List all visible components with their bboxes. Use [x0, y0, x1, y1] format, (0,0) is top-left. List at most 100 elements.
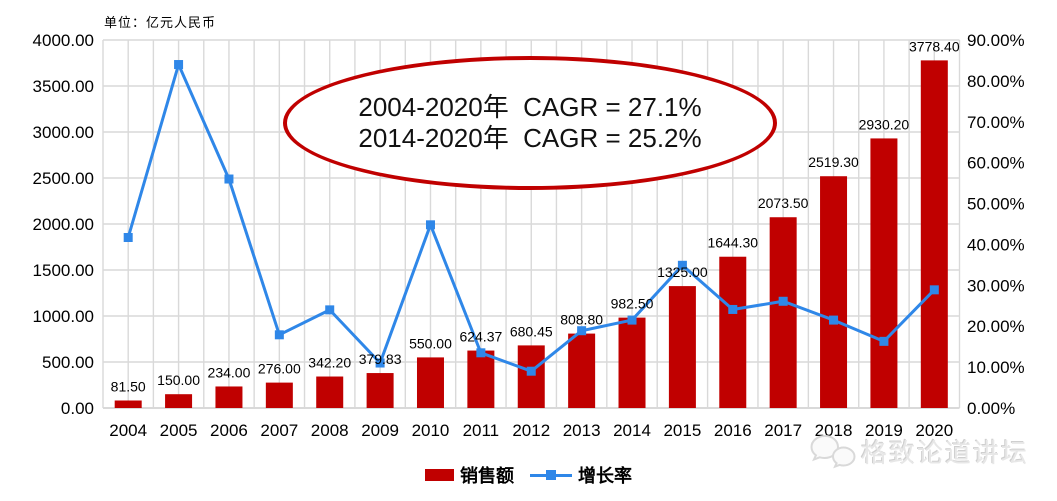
x-axis-label-2016: 2016 [714, 421, 752, 440]
growth-legend-swatch [530, 469, 572, 481]
x-axis-label-2008: 2008 [311, 421, 349, 440]
watermark-text: 格致论道讲坛 [861, 438, 1030, 468]
right-axis-tick: 20.00% [967, 317, 1025, 336]
cagr-line-2: 2014-2020年 CAGR = 25.2% [358, 123, 702, 153]
bar-label-2016: 1644.30 [707, 235, 758, 251]
growth-point-2017 [778, 296, 788, 306]
left-axis-tick: 1000.00 [33, 307, 94, 326]
growth-point-2007 [274, 330, 284, 340]
bar-label-2019: 2930.20 [859, 116, 910, 132]
bar-label-2014: 982.50 [611, 296, 654, 312]
cagr-annotation-oval: 2004-2020年 CAGR = 27.1% 2014-2020年 CAGR … [283, 56, 777, 190]
growth-point-2015 [677, 260, 687, 270]
bar-2016 [719, 256, 747, 408]
x-axis-label-2020: 2020 [915, 421, 953, 440]
unit-label: 单位：亿元人民币 [104, 15, 217, 30]
bar-2011 [467, 350, 495, 408]
bar-label-2011: 624.37 [459, 329, 502, 345]
x-axis-label-2019: 2019 [865, 421, 903, 440]
growth-point-2006 [224, 174, 234, 184]
growth-point-2004 [123, 232, 133, 242]
growth-point-2019 [879, 336, 889, 346]
bar-label-2018: 2519.30 [808, 154, 859, 170]
bar-label-2005: 150.00 [157, 372, 200, 388]
bar-label-2012: 680.45 [510, 323, 553, 339]
x-axis-label-2017: 2017 [764, 421, 802, 440]
right-axis-tick: 50.00% [967, 195, 1025, 214]
x-axis-label-2004: 2004 [109, 421, 147, 440]
growth-point-2012 [526, 366, 536, 376]
bar-label-2004: 81.50 [111, 379, 146, 395]
cagr-line-1: 2004-2020年 CAGR = 27.1% [358, 92, 702, 122]
bar-2004 [114, 400, 142, 408]
x-axis-label-2012: 2012 [512, 421, 550, 440]
growth-point-2010 [425, 220, 435, 230]
bar-2015 [668, 286, 696, 408]
bar-label-2015: 1325.00 [657, 264, 708, 280]
x-axis-label-2011: 2011 [463, 421, 500, 440]
growth-point-2011 [476, 348, 486, 358]
sales-legend-swatch [425, 469, 454, 481]
right-axis-tick: 10.00% [967, 358, 1025, 377]
x-axis-label-2007: 2007 [260, 421, 298, 440]
bar-label-2009: 379.83 [359, 351, 402, 367]
bar-2018 [820, 176, 848, 408]
left-axis-tick: 1500.00 [33, 261, 94, 280]
bar-2019 [870, 138, 898, 408]
x-axis-label-2006: 2006 [210, 421, 248, 440]
growth-point-2005 [174, 60, 184, 70]
bar-2009 [366, 373, 394, 408]
bar-2010 [416, 357, 444, 408]
right-axis-tick: 30.00% [967, 276, 1025, 295]
bar-label-2017: 2073.50 [758, 195, 809, 211]
bar-2012 [517, 345, 545, 408]
bar-2008 [316, 376, 344, 408]
bar-2007 [265, 382, 293, 408]
growth-legend-label: 增长率 [578, 466, 632, 486]
bar-2020 [920, 60, 948, 408]
x-axis-label-2015: 2015 [663, 421, 701, 440]
x-axis-label-2013: 2013 [563, 421, 601, 440]
bar-label-2007: 276.00 [258, 361, 301, 377]
growth-point-2020 [929, 285, 939, 295]
left-axis-tick: 4000.00 [33, 31, 94, 50]
left-axis-tick: 2500.00 [33, 169, 94, 188]
bar-2013 [568, 333, 596, 408]
bar-2005 [165, 394, 193, 408]
x-axis-label-2005: 2005 [160, 421, 198, 440]
growth-point-2014 [627, 315, 637, 325]
growth-point-2013 [577, 326, 587, 336]
legend-line-marker [546, 470, 556, 480]
right-axis-tick: 70.00% [967, 113, 1025, 132]
bar-label-2008: 342.20 [308, 355, 351, 371]
bar-label-2006: 234.00 [208, 364, 251, 380]
legend: 销售额 增长率 [0, 462, 1057, 488]
x-axis-label-2014: 2014 [613, 421, 651, 440]
right-axis-tick: 90.00% [967, 31, 1025, 50]
left-axis-tick: 3500.00 [33, 77, 94, 96]
growth-point-2016 [728, 304, 738, 314]
growth-point-2008 [325, 305, 335, 315]
watermark: 格致论道讲坛 [810, 433, 1029, 470]
left-axis-tick: 500.00 [42, 353, 94, 372]
bar-2006 [215, 386, 243, 408]
right-axis-tick: 60.00% [967, 154, 1025, 173]
chat-bubbles-icon [810, 434, 856, 468]
growth-point-2018 [829, 315, 839, 325]
left-axis-tick: 2000.00 [33, 215, 94, 234]
bar-2014 [618, 317, 646, 408]
left-axis-tick: 3000.00 [33, 123, 94, 142]
bar-label-2020: 3778.40 [909, 38, 960, 54]
growth-point-2009 [375, 358, 385, 368]
bar-label-2013: 808.80 [560, 312, 603, 328]
x-axis-label-2009: 2009 [361, 421, 399, 440]
left-axis-tick: 0.00 [61, 399, 94, 418]
sales-legend-label: 销售额 [460, 466, 514, 486]
bar-label-2010: 550.00 [409, 335, 452, 351]
right-axis-tick: 40.00% [967, 235, 1025, 254]
x-axis-label-2010: 2010 [412, 421, 450, 440]
right-axis-tick: 0.00% [967, 399, 1015, 418]
bar-2017 [769, 217, 797, 408]
right-axis-tick: 80.00% [967, 72, 1025, 91]
